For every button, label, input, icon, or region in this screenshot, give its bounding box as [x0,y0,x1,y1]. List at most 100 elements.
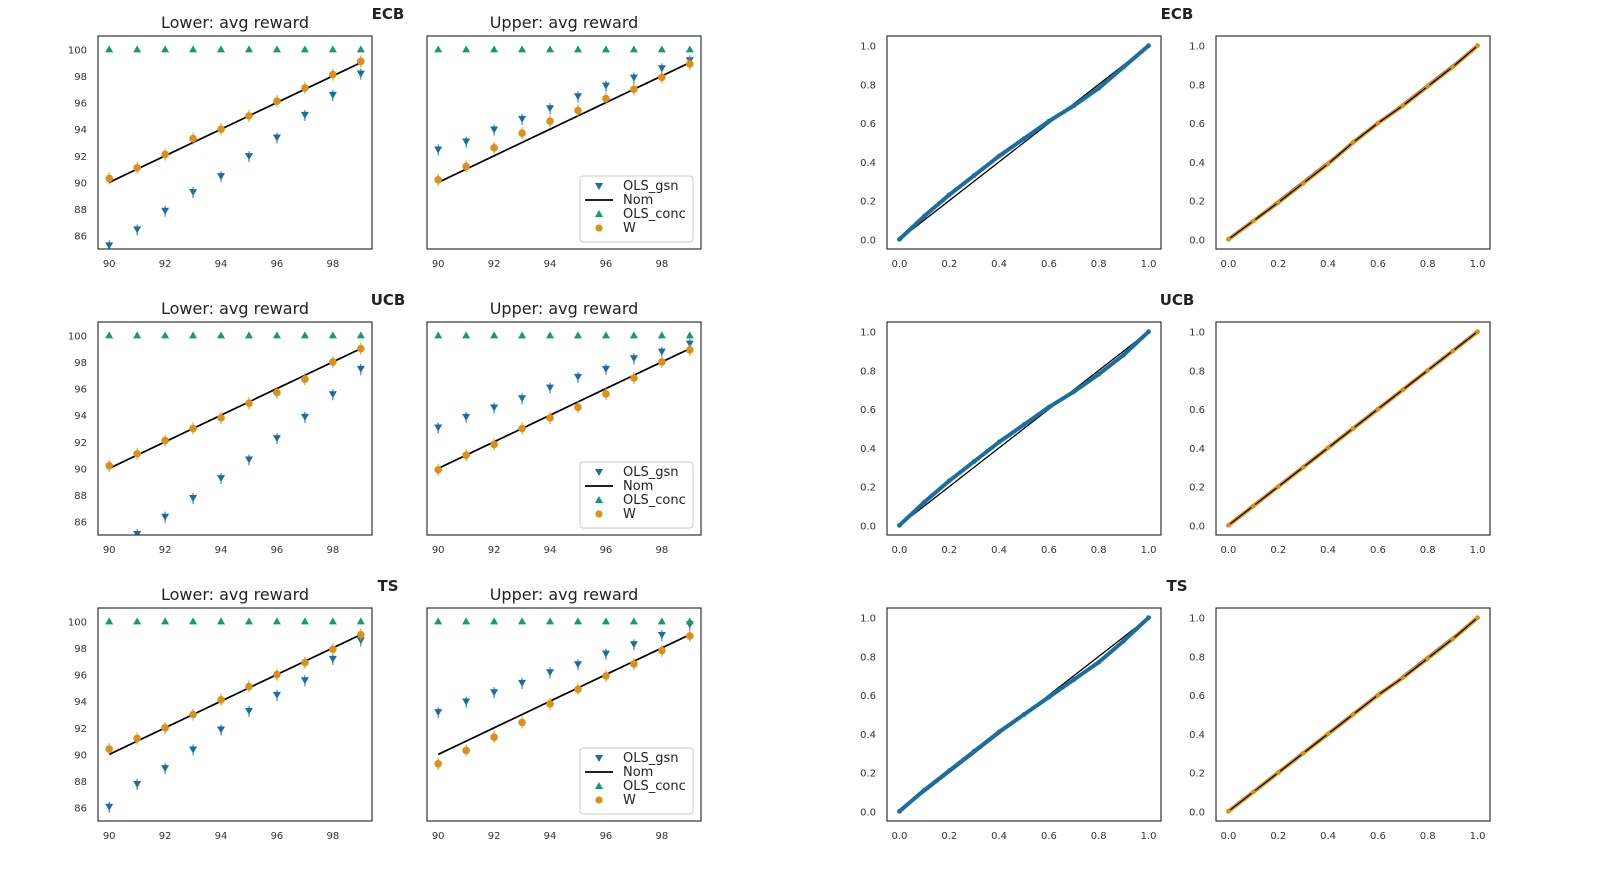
y-tick-label: 0.2 [1189,769,1205,780]
qq-point [1250,218,1256,224]
row-label-ts-right: TS [1166,577,1187,595]
x-tick-label: 0.6 [1041,545,1057,556]
y-tick-label: 0.8 [860,366,876,377]
y-tick-label: 96 [74,385,87,396]
panel-title: Upper: avg reward [490,13,639,32]
point-ols-conc [189,45,198,53]
legend-label: W [623,793,636,808]
qq-point [1350,140,1356,145]
y-tick-label: 90 [74,750,87,761]
x-tick-label: 1.0 [1470,831,1486,842]
legend-swatch-w [595,224,603,232]
qq-point [1425,83,1431,89]
y-tick-label: 0.6 [860,691,876,702]
point-ols-conc [272,331,281,339]
y-tick-label: 0.6 [860,119,876,130]
qq-point [1146,43,1151,49]
y-tick-label: 0.4 [1189,444,1205,455]
y-tick-label: 100 [68,617,87,628]
qq-point [1300,464,1306,470]
legend-swatch-ols-gsn [595,183,603,190]
qq-point [1096,371,1102,377]
x-tick-label: 98 [655,545,668,556]
y-tick-label: 100 [68,45,87,56]
y-tick-label: 86 [74,518,87,529]
y-tick-label: 92 [74,438,87,449]
x-tick-label: 0.0 [892,831,908,842]
row-label-ecb-left: ECB [372,5,405,23]
x-tick-label: 0.2 [941,545,957,556]
point-ols-conc [105,45,114,53]
axes-frame [426,607,702,822]
axes-frame [886,321,1162,536]
point-ols-conc [300,331,309,339]
y-tick-label: 0.6 [1189,119,1205,130]
qq-point [1071,103,1077,109]
x-tick-label: 0.2 [941,259,957,270]
panel-ecb-4: 0.0 0.2 0.4 0.6 0.8 1.0 0.0 0.2 0.4 0.6 0.8 1.0 [1189,35,1491,270]
point-ols-conc [272,617,281,625]
y-tick-label: 96 [74,671,87,682]
point-ols-conc [657,331,666,339]
row-label-ucb-left: UCB [371,291,406,309]
qq-point [1425,368,1431,373]
point-ols-conc [161,331,170,339]
point-ols-conc [462,331,471,339]
point-ols-conc [105,331,114,339]
qq-point [1021,136,1027,142]
qq-point [946,768,952,774]
qq-point [1325,731,1331,737]
panel-ts-2: Upper: avg reward 90 92 94 96 98 OLS_gsnNomOLS… [426,585,702,842]
x-tick-label: 90 [103,545,116,556]
qq-point [1325,161,1331,167]
y-tick-label: 1.0 [860,328,876,339]
x-tick-label: 0.2 [1270,831,1286,842]
qq-point [1375,692,1381,698]
x-tick-label: 92 [159,545,172,556]
qq-point [1400,387,1406,393]
panel-title: Lower: avg reward [161,299,309,318]
point-ols-conc [462,45,471,53]
point-ols-conc [217,617,226,625]
panel-ecb-3: 0.0 0.2 0.4 0.6 0.8 1.0 0.0 0.2 0.4 0.6 0.8 1.0 [860,35,1162,270]
point-ols-conc [300,45,309,53]
y-tick-label: 0.8 [860,652,876,663]
point-ols-conc [272,45,281,53]
point-ols-conc [546,45,555,53]
point-ols-conc [685,617,694,625]
plot-area [434,617,694,770]
plot-area [434,331,694,476]
legend-swatch-w [595,796,603,804]
point-ols-conc [161,45,170,53]
point-ols-conc [161,617,170,625]
qq-point [1275,484,1281,489]
point-ols-conc [133,331,142,339]
legend-box [579,175,694,243]
y-tick-label: 1.0 [1189,614,1205,625]
qq-point [996,153,1002,159]
x-tick-label: 0.4 [991,259,1007,270]
y-tick-label: 98 [74,644,87,655]
y-tick-label: 0.2 [860,483,876,494]
plot-area [1226,329,1480,528]
y-tick-label: 0.2 [1189,197,1205,208]
axes-frame [426,321,702,536]
plot-area [897,615,1151,814]
legend-swatch-ols-gsn [595,755,603,762]
qq-point [1375,406,1381,412]
series-line-nom [108,347,362,470]
x-tick-label: 94 [215,545,228,556]
panel-ucb-3: 0.0 0.2 0.4 0.6 0.8 1.0 0.0 0.2 0.4 0.6 0.8 1.0 [860,321,1162,556]
y-tick-label: 92 [74,724,87,735]
point-ols-conc [518,45,527,53]
plot-area [897,329,1151,528]
x-tick-label: 1.0 [1470,259,1486,270]
panel-title: Lower: avg reward [161,585,309,604]
x-tick-label: 92 [488,259,501,270]
panel-ucb-1: Lower: avg reward 90 92 94 96 98 86 88 90 92 94 96 9… [68,299,373,556]
point-ols-conc [244,45,253,53]
plot-area [105,617,365,813]
y-tick-label: 90 [74,464,87,475]
plot-area [105,331,365,535]
